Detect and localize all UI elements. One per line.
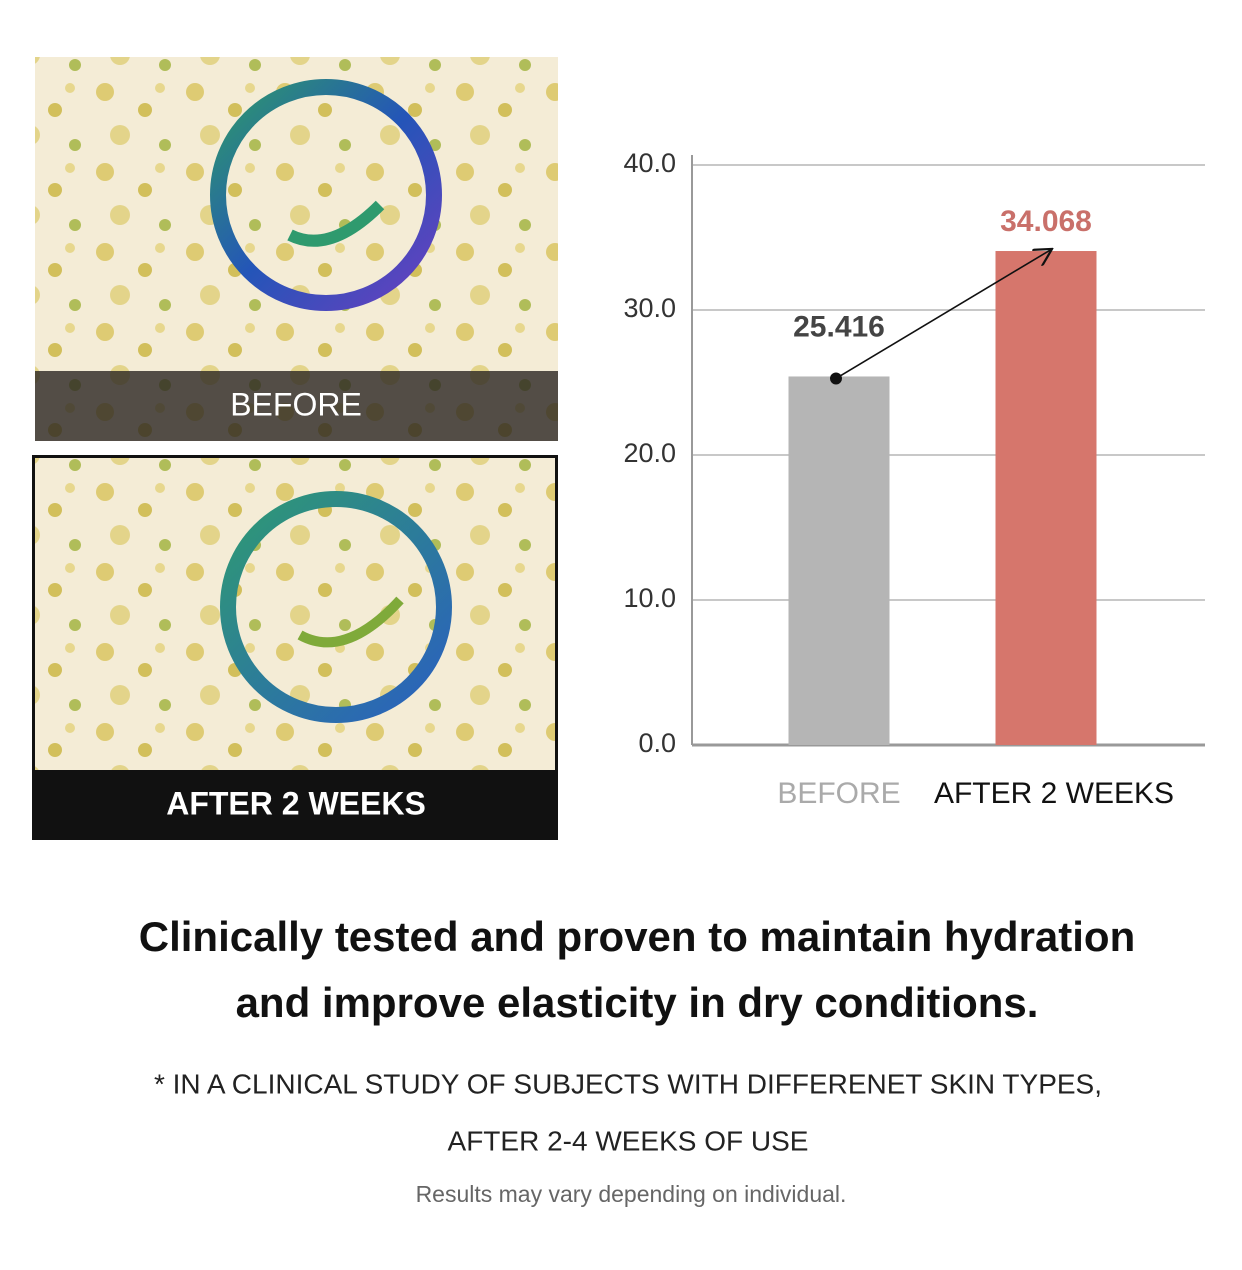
footnote: * IN A CLINICAL STUDY OF SUBJECTS WITH D… bbox=[154, 1068, 1102, 1099]
trend-arrow bbox=[835, 249, 1052, 380]
after-photo: AFTER 2 WEEKS bbox=[32, 455, 558, 840]
chart: 0.0 10.0 20.0 30.0 40.0 BEFORE 25.416 AFTER 2 W… bbox=[623, 148, 1205, 810]
y-tick-label: 10.0 bbox=[623, 583, 676, 613]
photo-label: AFTER 2 WEEKS bbox=[166, 785, 426, 821]
x-tick-label: AFTER 2 WEEKS bbox=[934, 777, 1174, 810]
x-tick-label: BEFORE bbox=[777, 777, 900, 810]
trend-dot bbox=[830, 372, 842, 385]
headline: Clinically tested and proven to maintain… bbox=[139, 913, 1136, 960]
y-tick-label: 0.0 bbox=[638, 728, 676, 758]
bar bbox=[788, 376, 890, 745]
value-label: 34.068 bbox=[1000, 205, 1092, 238]
footnote: AFTER 2-4 WEEKS OF USE bbox=[448, 1125, 809, 1156]
bar bbox=[995, 251, 1097, 745]
y-tick-label: 20.0 bbox=[623, 438, 676, 468]
photo-label: BEFORE bbox=[230, 386, 362, 422]
y-tick-label: 40.0 bbox=[623, 148, 676, 178]
disclaimer: Results may vary depending on individual… bbox=[416, 1181, 847, 1207]
headline: and improve elasticity in dry conditions… bbox=[236, 979, 1039, 1026]
value-label: 25.416 bbox=[793, 310, 885, 343]
before-photo: BEFORE bbox=[35, 57, 558, 441]
y-tick-label: 30.0 bbox=[623, 293, 676, 323]
